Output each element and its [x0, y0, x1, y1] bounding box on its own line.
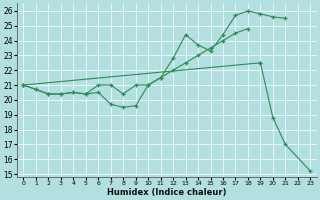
X-axis label: Humidex (Indice chaleur): Humidex (Indice chaleur) [107, 188, 227, 197]
